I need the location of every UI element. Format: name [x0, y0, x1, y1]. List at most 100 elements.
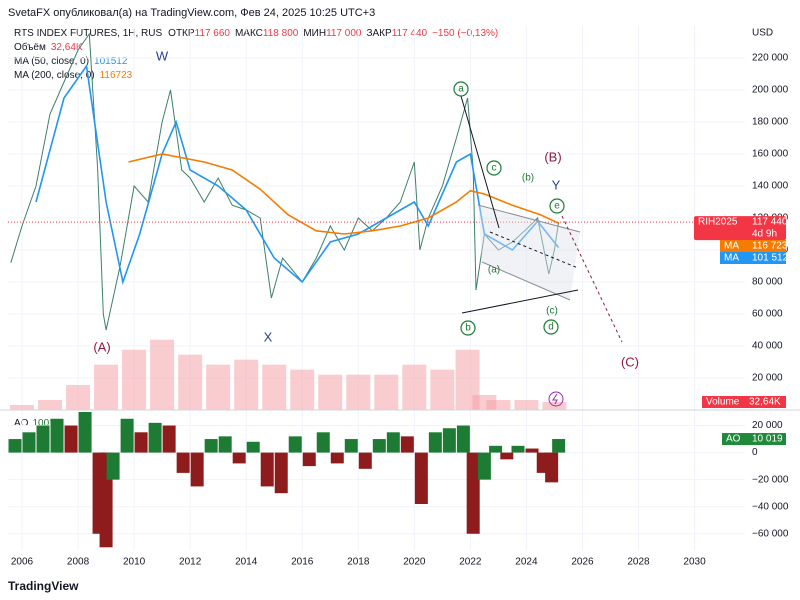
ma-tag-label: MA [724, 253, 739, 264]
wave-label: W [156, 48, 169, 63]
price-tag [694, 216, 786, 241]
ao-bar [466, 452, 480, 534]
ohlc-value: 117 000 [326, 28, 362, 39]
volume-bar [430, 369, 455, 410]
wave-label: (C) [621, 354, 639, 369]
event-icon [552, 393, 558, 405]
ao-tag-label: AO [726, 434, 741, 445]
ao-bar [330, 452, 344, 464]
ao-bar [525, 448, 539, 453]
volume-value: 32,64K [51, 42, 83, 53]
ao-bar [428, 432, 442, 453]
ao-bar [372, 439, 386, 453]
ohlc-label: ОТКР [168, 28, 195, 39]
legend-ma50: MA (50, close, 0) 101512 [14, 56, 128, 67]
ao-bar [552, 439, 566, 453]
volume-bar [402, 364, 427, 410]
projection-line [561, 215, 623, 343]
ao-bar [36, 425, 50, 453]
ao-tag [722, 433, 786, 446]
symbol: RTS INDEX FUTURES, 1H, RUS [14, 28, 162, 39]
volume-bar [290, 369, 315, 410]
ao-bar [500, 452, 514, 460]
channel-line [481, 261, 571, 301]
wave-label: (a) [488, 265, 500, 276]
x-tick-label: 2028 [627, 557, 650, 568]
ao-bar [78, 412, 92, 453]
ma50-value: 101512 [94, 56, 128, 67]
volume-bar [486, 400, 511, 410]
y-tick-label: 200 000 [752, 85, 789, 96]
x-tick-label: 2022 [459, 557, 482, 568]
price-tag-countdown: 4d 9h [752, 229, 777, 240]
ao-bar [442, 428, 456, 453]
y-tick-label: 140 000 [752, 181, 789, 192]
volume-tag [702, 396, 786, 408]
volume-bar [66, 385, 91, 410]
ao-bar [22, 432, 36, 453]
legend-ao: AO 10019 [14, 418, 61, 429]
ao-bar [120, 418, 134, 453]
y-tick-label: 160 000 [752, 149, 789, 160]
ao-bar [274, 452, 288, 494]
ao-bar [246, 441, 260, 453]
wave-label: (b) [522, 173, 534, 184]
x-tick-label: 2024 [515, 557, 538, 568]
ao-name: AO [14, 418, 29, 429]
wave-circle [549, 198, 565, 214]
ma-tag-label: MA [724, 241, 739, 252]
ohlc-label: МИН [303, 28, 326, 39]
ma-tag-value: 116 723 [752, 241, 788, 252]
ma-tag [720, 240, 786, 252]
ao-bar [288, 436, 302, 453]
x-tick-label: 2016 [291, 557, 314, 568]
ao-bar [456, 425, 470, 453]
volume-bar [10, 405, 35, 410]
price-line [10, 32, 560, 331]
ma-tag [720, 252, 786, 264]
channel-line [477, 204, 581, 233]
legend-ma200: MA (200, close, 0) 116723 [14, 70, 133, 81]
x-tick-label: 2030 [683, 557, 706, 568]
ma200-value: 116723 [100, 70, 133, 81]
volume-tag-value: 32,64K [749, 397, 781, 408]
wave-label: (A) [93, 339, 110, 354]
ao-bar [511, 445, 525, 453]
volume-bar [346, 374, 371, 410]
ao-bar [204, 439, 218, 453]
volume-bar [122, 349, 147, 410]
ohlc-label: МАКС [235, 28, 263, 39]
ao-bar [232, 452, 246, 464]
wave-label: a [458, 84, 464, 95]
ao-value: 10019 [32, 418, 60, 429]
wave-label: b [465, 323, 471, 334]
ohlc-value: 118 800 [263, 28, 299, 39]
price-tag-symbol: RIH2025 [698, 217, 738, 228]
y-tick-label: 60 000 [752, 309, 783, 320]
ao-bar [50, 418, 64, 453]
ohlc-value: 117 440 [392, 28, 428, 39]
ao-bar [386, 432, 400, 453]
legend-volume: Объём 32,64K [14, 41, 83, 53]
volume-bar [262, 364, 287, 410]
wave-label: (c) [546, 306, 558, 317]
volume-bar [318, 374, 343, 410]
ma50-name: MA (50, close, 0) [14, 56, 89, 67]
ao-bar [218, 436, 232, 453]
volume-bar [374, 374, 399, 410]
price-tag-value: 117 440 [752, 217, 788, 228]
ao-tag-value: 10 019 [752, 434, 783, 445]
currency: USD [752, 28, 773, 39]
wave-label: c [492, 163, 497, 174]
header: SvetaFX опубликовал(а) на TradingView.co… [8, 7, 375, 19]
legend-main: RTS INDEX FUTURES, 1H, RUS ОТКР117 660 МАК… [14, 28, 498, 39]
ao-bar [134, 432, 148, 453]
y-tick-label: −60 000 [752, 528, 789, 539]
y-tick-label: 40 000 [752, 341, 783, 352]
ao-bar [316, 432, 330, 453]
ao-bar [302, 452, 316, 467]
wave-circle [486, 160, 502, 176]
y-tick-label: −20 000 [752, 474, 789, 485]
ohlc-label: ЗАКР [366, 28, 392, 39]
ma-line [128, 153, 559, 235]
